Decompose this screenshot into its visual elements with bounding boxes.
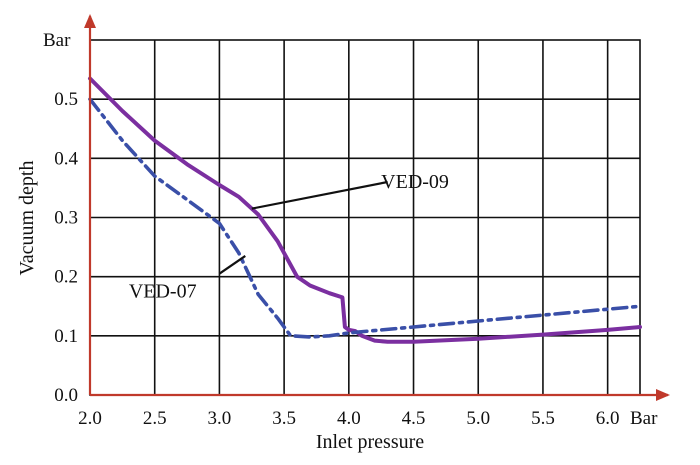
x-tick-label: 4.0	[337, 408, 361, 429]
x-axis-unit: Bar	[630, 408, 658, 429]
y-tick-label: 0.4	[54, 148, 78, 169]
y-tick-label: 0.5	[54, 89, 78, 110]
series-label-ved-07: VED-07	[129, 280, 197, 302]
x-tick-label: 2.5	[143, 408, 167, 429]
y-tick-label: 0.1	[54, 326, 78, 347]
x-axis-title: Inlet pressure	[316, 431, 424, 453]
leader-line-ved-07	[218, 255, 246, 275]
series-line-ved-09	[88, 76, 642, 344]
x-tick-label: 3.5	[272, 408, 296, 429]
series-layer	[88, 76, 642, 344]
x-tick-label: 5.5	[531, 408, 555, 429]
leader-line-ved-09	[251, 180, 388, 210]
annotation-layer: VED-09 VED-07	[129, 171, 449, 302]
x-tick-label: 4.5	[402, 408, 426, 429]
series-line-ved-07	[88, 97, 642, 339]
y-tick-label: 0.0	[54, 385, 78, 406]
y-axis-title: Vacuum depth	[16, 161, 38, 276]
x-tick-label: 2.0	[78, 408, 102, 429]
x-tick-label: 3.0	[208, 408, 232, 429]
x-tick-label: 5.0	[466, 408, 490, 429]
x-tick-label: 6.0	[596, 408, 620, 429]
tick-layer: 2.0 2.5 3.0 3.5 4.0 4.5 5.0 5.5 6.0 0.0 0.1 0.2 0.3 0…	[54, 89, 619, 429]
y-axis-unit: Bar	[43, 30, 71, 51]
y-tick-label: 0.3	[54, 208, 78, 229]
plot-area	[89, 39, 641, 396]
y-tick-label: 0.2	[54, 267, 78, 288]
series-label-ved-09: VED-09	[381, 171, 449, 193]
grid	[90, 40, 640, 395]
